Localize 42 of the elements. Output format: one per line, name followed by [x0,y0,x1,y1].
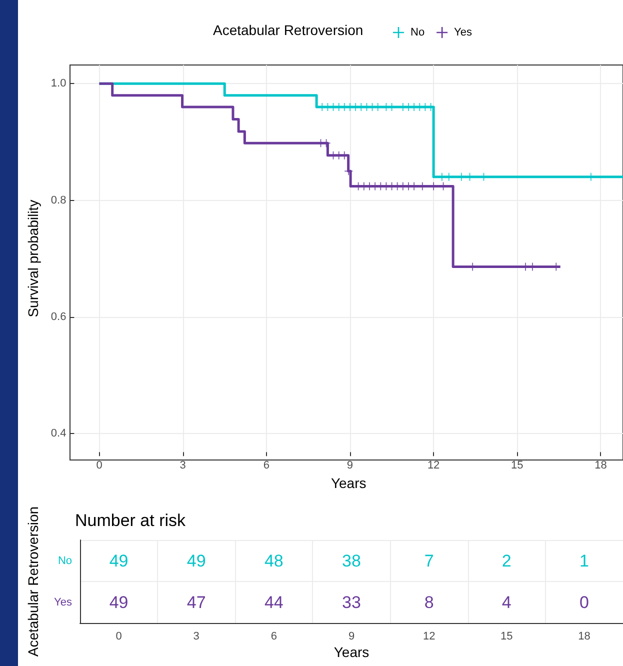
x-tick-label: 6 [270,630,277,643]
x-tick-label: 15 [500,630,513,643]
legend-label: No [410,26,425,38]
data-label: 8 [424,592,434,612]
y-tick-label: 0.8 [50,194,66,206]
data-label: 49 [109,592,128,612]
data-label: 33 [342,592,361,612]
data-label: 0 [579,592,589,612]
y-tick-label: 1.0 [50,78,66,90]
data-label: 38 [342,551,361,570]
y-tick-label: No [58,554,72,567]
legend-title: Acetabular Retroversion [213,22,364,38]
data-label: 4 [502,592,512,612]
data-label: 2 [502,551,512,570]
y-tick-label: Yes [54,596,72,608]
x-tick-label: 9 [348,630,355,643]
data-label: 48 [264,551,284,570]
x-axis-title: Years [330,475,366,491]
x-tick-label: 3 [193,630,200,643]
x-tick-label: 6 [263,460,270,472]
x-tick-label: 18 [578,630,590,643]
legend-label: Yes [454,26,473,38]
data-label: 47 [186,592,206,612]
x-tick-label: 18 [594,460,607,472]
y-axis-title: Acetabular Retroversion [25,506,41,657]
x-axis-title: Years [334,644,370,660]
chart-title: Number at risk [75,511,186,530]
data-label: 44 [264,592,284,612]
x-tick-label: 9 [346,460,354,472]
data-label: 49 [109,551,128,570]
x-tick-label: 12 [422,630,436,643]
x-tick-label: 3 [180,460,186,472]
y-tick-label: 0.6 [50,310,66,323]
x-tick-label: 12 [427,460,440,472]
data-label: 7 [424,551,434,570]
data-label: 1 [579,551,589,570]
data-label: 49 [186,551,206,570]
y-axis-title: Survival probability [25,200,41,318]
x-tick-label: 0 [116,630,122,643]
x-tick-label: 0 [96,460,102,472]
x-tick-label: 15 [511,460,524,472]
y-tick-label: 0.4 [50,427,66,440]
